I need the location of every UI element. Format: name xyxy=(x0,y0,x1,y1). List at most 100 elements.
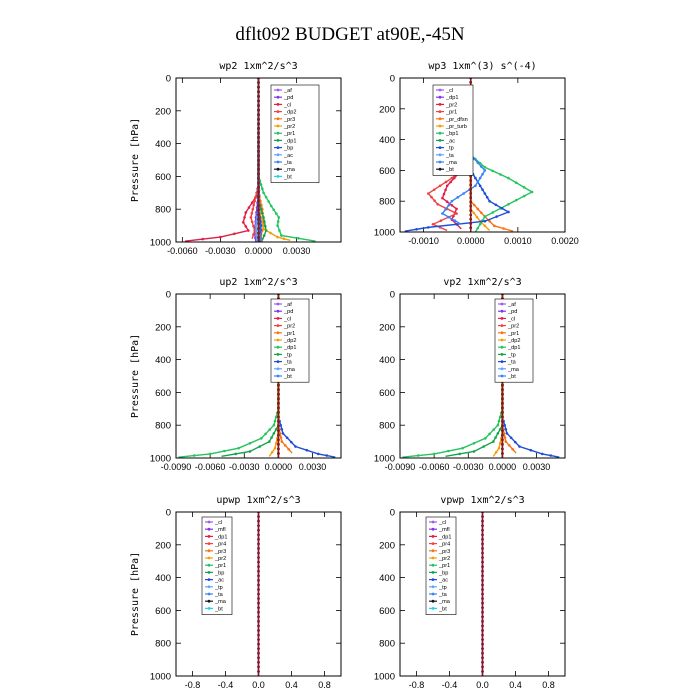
series-marker xyxy=(529,448,533,452)
series-marker xyxy=(237,446,240,450)
series-marker xyxy=(455,207,458,211)
series-marker xyxy=(441,212,444,215)
series-marker xyxy=(257,117,260,121)
legend-marker xyxy=(207,556,211,560)
legend-entry: _bp xyxy=(214,570,224,576)
plot-frame xyxy=(175,511,342,677)
series-marker xyxy=(481,524,484,527)
legend-entry: _pr2 xyxy=(283,324,295,330)
legend-entry: _ma xyxy=(283,367,296,373)
legend-marker xyxy=(431,599,435,603)
series-marker xyxy=(254,228,258,231)
series-marker xyxy=(257,597,260,600)
x-tick-label: -0.8 xyxy=(185,680,201,690)
y-tick-label: 0 xyxy=(390,508,395,519)
series-marker xyxy=(262,234,266,237)
legend-entry: _dp1 xyxy=(445,95,458,101)
series-marker xyxy=(257,122,260,125)
legend-entry: _cl xyxy=(438,520,446,526)
series-marker xyxy=(257,629,260,632)
series-marker xyxy=(540,452,544,456)
legend-marker xyxy=(276,374,280,378)
series-marker xyxy=(257,542,260,546)
legend-entry: _tp xyxy=(445,146,454,152)
legend-marker xyxy=(431,563,435,567)
plot-frame xyxy=(399,77,566,233)
series-marker xyxy=(257,528,260,532)
y-tick-label: 1000 xyxy=(150,238,171,249)
legend-marker xyxy=(276,175,280,178)
series-marker xyxy=(483,166,487,169)
series-marker xyxy=(453,219,457,223)
series-marker xyxy=(279,436,283,439)
legend-marker xyxy=(438,146,442,150)
y-tick-label: 400 xyxy=(155,573,171,584)
series-marker xyxy=(257,108,260,112)
x-tick-label: 0.0020 xyxy=(551,236,579,246)
y-tick-label: 800 xyxy=(155,639,171,650)
series-marker xyxy=(254,224,258,227)
legend-entry: _dp1 xyxy=(438,534,451,540)
series-marker xyxy=(481,172,484,176)
series-marker xyxy=(257,104,260,107)
series-marker xyxy=(481,647,484,650)
series-marker xyxy=(257,574,260,578)
series-marker xyxy=(522,186,526,189)
series-marker xyxy=(481,560,484,564)
y-axis-label: Pressure [hPa] xyxy=(130,552,141,636)
series-marker xyxy=(260,437,263,440)
legend-marker xyxy=(431,549,435,553)
legend-marker xyxy=(276,353,280,356)
series-marker xyxy=(439,219,443,223)
series-marker xyxy=(480,165,483,168)
legend-entry: _pr_dfsn xyxy=(445,117,468,123)
series-marker xyxy=(268,440,271,443)
series-marker xyxy=(262,227,265,231)
series-marker xyxy=(277,424,280,428)
series-marker xyxy=(276,224,279,227)
legend-marker xyxy=(431,571,435,574)
series-group xyxy=(178,294,336,458)
legend-marker xyxy=(276,367,280,371)
panel-title: up2 1xm^2/s^3 xyxy=(219,277,297,288)
x-tick-label: 0.0000 xyxy=(265,462,293,472)
series-marker xyxy=(481,515,484,518)
legend-entry: _ta xyxy=(283,160,293,166)
series-marker xyxy=(264,432,267,436)
series-marker xyxy=(257,149,260,153)
series-marker xyxy=(257,638,260,641)
series-marker xyxy=(257,167,260,171)
series-marker xyxy=(514,440,517,444)
legend-entry: _ta xyxy=(445,153,455,159)
series-marker xyxy=(277,397,280,401)
legend-entry: _tp xyxy=(214,585,223,591)
legend-marker xyxy=(276,139,280,142)
y-tick-label: 0 xyxy=(390,74,395,85)
legend-entry: _pr3 xyxy=(438,549,450,555)
legend-marker xyxy=(207,542,211,545)
x-tick-label: 0.4 xyxy=(509,680,522,690)
legend-marker xyxy=(438,88,442,92)
y-axis-label: Pressure [hPa] xyxy=(130,118,141,202)
legend-entry: _dp2 xyxy=(283,338,296,344)
series-marker xyxy=(481,656,484,660)
series-marker xyxy=(267,200,270,203)
legend-marker xyxy=(276,153,280,157)
series-marker xyxy=(253,199,256,203)
series-marker xyxy=(257,565,260,568)
legend-entry: _ta xyxy=(507,360,517,366)
y-tick-label: 0 xyxy=(166,74,171,85)
series-marker xyxy=(277,402,280,405)
series-marker xyxy=(507,176,510,180)
series-marker xyxy=(481,624,484,628)
legend-marker xyxy=(500,360,504,363)
series-marker xyxy=(285,436,289,440)
plot-frame xyxy=(175,77,342,243)
legend-marker xyxy=(276,160,280,164)
legend-entry: _pr3 xyxy=(283,117,295,123)
series-marker xyxy=(257,213,260,216)
legend-marker xyxy=(438,153,442,157)
series-marker xyxy=(469,205,473,208)
series-marker xyxy=(478,184,482,188)
legend-entry: _ma xyxy=(445,160,458,166)
